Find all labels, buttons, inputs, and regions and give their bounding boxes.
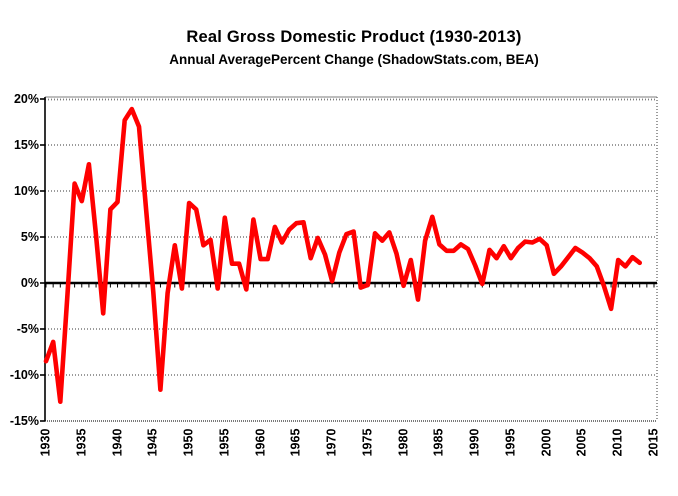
chart-title: Real Gross Domestic Product (1930-2013) bbox=[186, 28, 522, 46]
x-axis-tick-label: 1995 bbox=[503, 428, 518, 457]
x-axis-tick-label: 2010 bbox=[610, 428, 625, 457]
x-axis-tick-label: 1990 bbox=[467, 428, 482, 457]
x-axis-tick-label: 1985 bbox=[431, 428, 446, 457]
y-axis-tick-label: 20% bbox=[13, 92, 39, 106]
x-axis-tick-label: 1980 bbox=[396, 428, 411, 457]
x-axis-tick-label: 1965 bbox=[288, 428, 303, 457]
y-axis-tick-label: 10% bbox=[13, 184, 39, 198]
gdp-line bbox=[43, 106, 643, 405]
x-axis-tick-label: 2000 bbox=[539, 428, 554, 457]
x-axis-tick-label: 2015 bbox=[646, 428, 661, 457]
x-axis-tick-label: 2005 bbox=[574, 428, 589, 457]
y-axis-tick-label: -5% bbox=[16, 322, 39, 336]
x-axis-tick-label: 1945 bbox=[145, 428, 160, 457]
x-axis-tick-label: 1955 bbox=[217, 428, 232, 457]
x-axis-tick-label: 1930 bbox=[38, 428, 53, 457]
x-axis-tick-label: 1940 bbox=[110, 428, 125, 457]
x-axis-tick-label: 1975 bbox=[360, 428, 375, 457]
x-axis-tick-label: 1960 bbox=[253, 428, 268, 457]
x-axis-tick-label: 1970 bbox=[324, 428, 339, 457]
y-axis-tick-label: -10% bbox=[9, 368, 39, 382]
y-axis-tick-label: -15% bbox=[9, 414, 39, 428]
y-axis-tick-label: 0% bbox=[20, 276, 39, 290]
chart-subtitle: Annual AveragePercent Change (ShadowStat… bbox=[169, 52, 539, 67]
x-axis-tick-label: 1950 bbox=[181, 428, 196, 457]
y-axis-tick-label: 5% bbox=[20, 230, 39, 244]
x-axis-tick-label: 1935 bbox=[74, 428, 89, 457]
y-axis-tick-label: 15% bbox=[13, 138, 39, 152]
